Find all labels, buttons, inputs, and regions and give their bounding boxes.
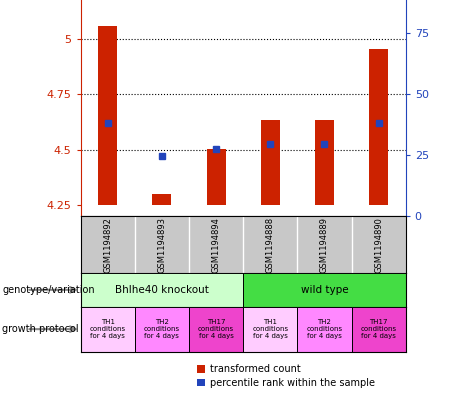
Text: TH1
conditions
for 4 days: TH1 conditions for 4 days (90, 319, 126, 339)
Bar (243, 307, 297, 352)
Legend: transformed count, percentile rank within the sample: transformed count, percentile rank withi… (197, 364, 375, 388)
Bar (243, 273, 406, 307)
Text: TH2
conditions
for 4 days: TH2 conditions for 4 days (307, 319, 343, 339)
Bar (153, 194, 171, 205)
Text: GSM1194894: GSM1194894 (212, 217, 221, 273)
Text: GSM1194888: GSM1194888 (266, 217, 275, 273)
Bar (98, 26, 117, 205)
Text: TH2
conditions
for 4 days: TH2 conditions for 4 days (144, 319, 180, 339)
Bar (261, 120, 280, 205)
Bar (135, 307, 189, 352)
Text: Bhlhe40 knockout: Bhlhe40 knockout (115, 285, 209, 295)
Text: genotype/variation: genotype/variation (2, 285, 95, 295)
Bar (81, 307, 135, 352)
Text: TH17
conditions
for 4 days: TH17 conditions for 4 days (198, 319, 234, 339)
Text: TH1
conditions
for 4 days: TH1 conditions for 4 days (252, 319, 288, 339)
Text: GSM1194893: GSM1194893 (157, 217, 166, 273)
Bar (315, 120, 334, 205)
Bar (369, 49, 388, 205)
Bar (81, 273, 243, 307)
Text: GSM1194890: GSM1194890 (374, 217, 383, 273)
Text: GSM1194889: GSM1194889 (320, 217, 329, 273)
Text: growth protocol: growth protocol (2, 324, 79, 334)
Bar (352, 307, 406, 352)
Text: TH17
conditions
for 4 days: TH17 conditions for 4 days (361, 319, 396, 339)
Bar (297, 307, 352, 352)
Bar (207, 149, 225, 205)
Text: GSM1194892: GSM1194892 (103, 217, 112, 273)
Text: wild type: wild type (301, 285, 348, 295)
Bar (189, 307, 243, 352)
